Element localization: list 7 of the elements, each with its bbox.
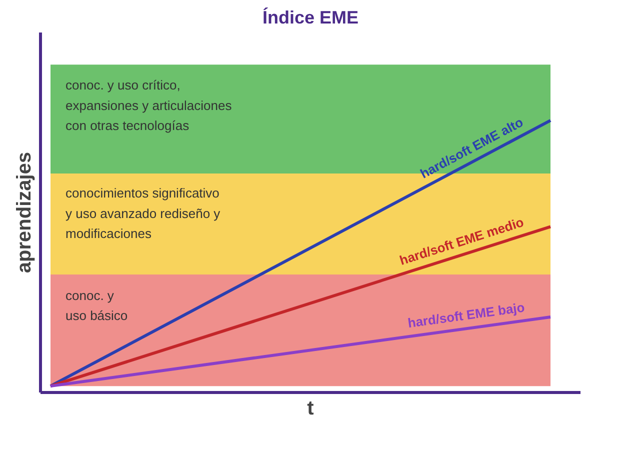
text: hard/soft EME bajo: [406, 300, 526, 331]
band-label: conoc. y uso básico: [66, 288, 128, 324]
band-label: conoc. y uso crítico, expansiones y articulaciones con otras tecnologías: [66, 78, 232, 134]
y-axis-title: aprendizajes: [14, 152, 36, 274]
band-label: conocimientos significativo y uso avanzado rediseño y modificaciones: [66, 186, 221, 242]
chart-title: Índice EME: [262, 8, 359, 28]
x-axis-title: t: [307, 398, 314, 420]
